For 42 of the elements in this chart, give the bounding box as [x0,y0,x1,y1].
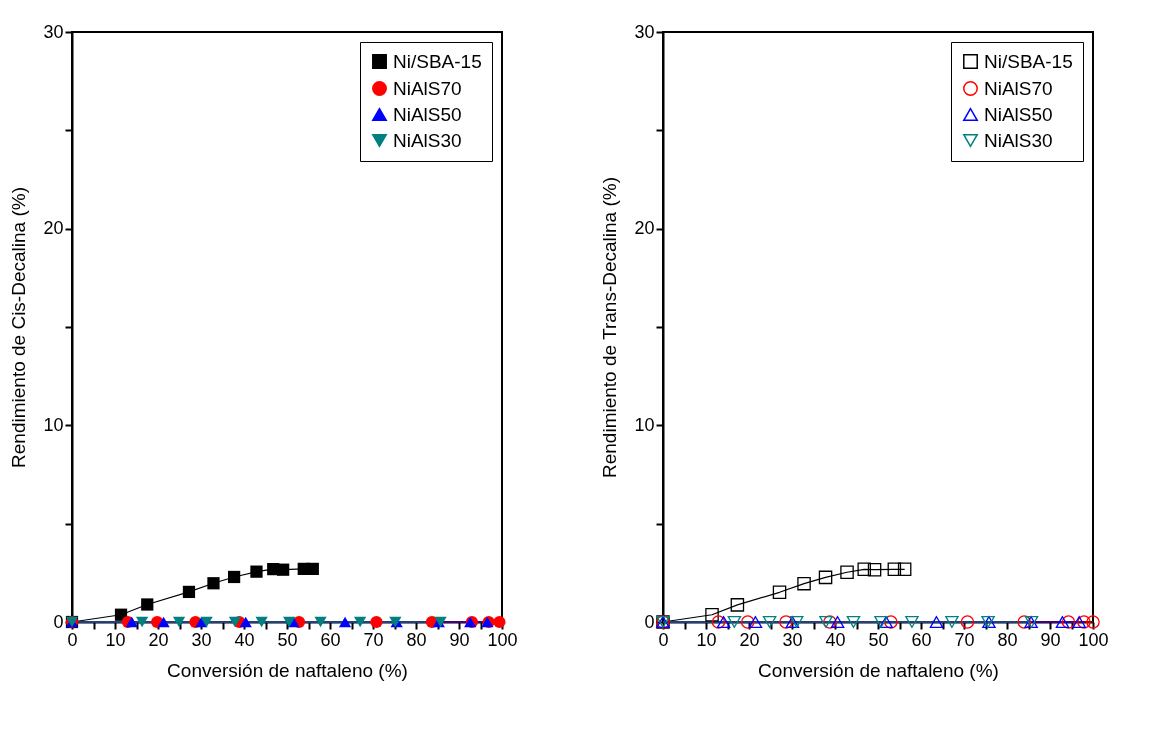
x-tick-label: 30 [191,629,212,650]
x-tick-label: 10 [696,629,717,650]
legend-label: NiAlS50 [393,103,462,125]
y-tick-label: 10 [43,414,64,435]
legend-label: NiAlS30 [984,129,1053,151]
y-axis-title: Rendimiento de Cis-Decalina (%) [8,187,30,468]
x-tick-label: 90 [449,629,470,650]
x-tick-label: 10 [105,629,126,650]
x-tick-label: 40 [234,629,255,650]
y-tick-label: 30 [634,21,655,42]
y-tick-label: 0 [53,611,64,632]
x-tick-label: 80 [406,629,427,650]
legend-label: NiAlS70 [984,77,1053,99]
legend-label: Ni/SBA-15 [984,50,1073,72]
y-tick-label: 10 [634,414,655,435]
y-axis-title: Rendimiento de Trans-Decalina (%) [599,177,621,478]
x-tick-label: 90 [1040,629,1061,650]
x-tick-label: 0 [658,629,669,650]
x-tick-label: 0 [67,629,78,650]
legend-label: NiAlS70 [393,77,462,99]
x-tick-label: 20 [739,629,760,650]
x-tick-label: 80 [997,629,1018,650]
x-tick-label: 70 [954,629,975,650]
x-tick-label: 20 [148,629,169,650]
x-tick-label: 100 [1078,629,1109,650]
legend-label: Ni/SBA-15 [393,50,482,72]
y-tick-label: 20 [634,218,655,239]
x-axis-title: Conversión de naftaleno (%) [167,659,408,681]
x-tick-label: 60 [911,629,932,650]
x-tick-label: 50 [277,629,298,650]
x-tick-label: 100 [487,629,518,650]
x-tick-label: 50 [868,629,889,650]
x-axis-title: Conversión de naftaleno (%) [758,659,999,681]
legend-label: NiAlS50 [984,103,1053,125]
x-tick-label: 40 [825,629,846,650]
y-tick-label: 20 [43,218,64,239]
y-tick-label: 30 [43,21,64,42]
x-tick-label: 60 [320,629,341,650]
y-tick-label: 0 [644,611,655,632]
x-tick-label: 70 [363,629,384,650]
x-tick-label: 30 [782,629,803,650]
legend-label: NiAlS30 [393,129,462,151]
